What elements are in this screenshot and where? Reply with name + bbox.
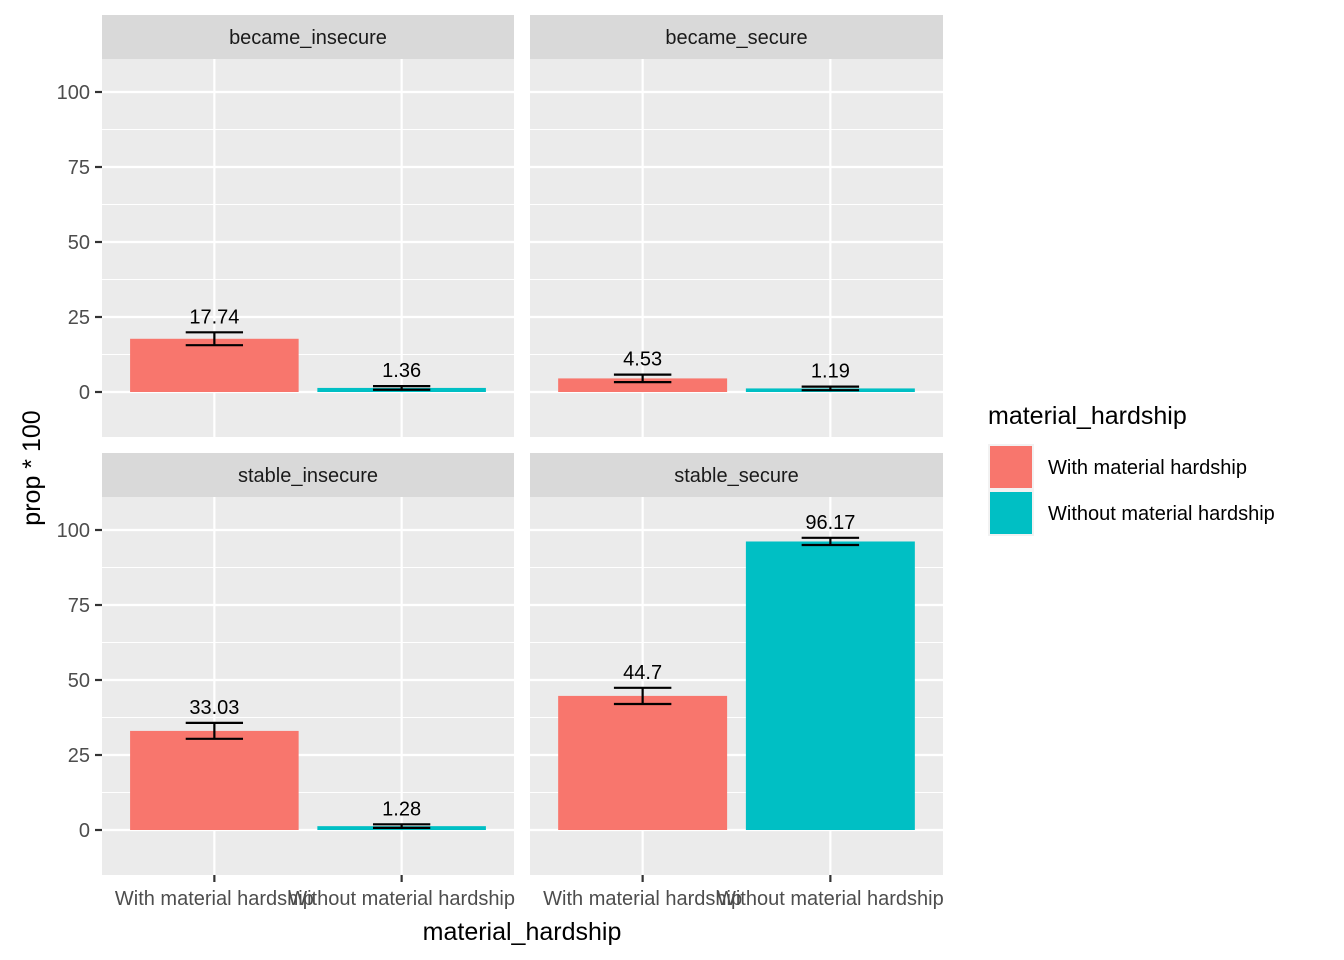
data-label: 1.36 [382,360,421,382]
bar [558,378,728,392]
legend-swatch [990,446,1032,488]
legend-label: Without material hardship [1048,503,1275,525]
x-tick-label: Without material hardship [288,888,515,910]
y-tick-label: 50 [68,670,90,692]
facet-strip [530,15,943,59]
y-tick-label: 100 [57,520,90,542]
facet-strip-label: stable_secure [674,465,799,487]
panel-background [530,59,943,437]
data-label: 1.28 [382,798,421,820]
y-tick-label: 25 [68,745,90,767]
data-label: 33.03 [189,697,239,719]
facet-strip [102,15,514,59]
bar [130,338,299,392]
error-bar [185,331,244,347]
error-bar [801,385,860,392]
data-label: 4.53 [623,349,662,371]
y-tick-label: 25 [68,307,90,329]
data-label: 1.19 [811,361,850,383]
y-tick-label: 0 [79,820,90,842]
y-tick-label: 50 [68,232,90,254]
facet-strip [102,453,514,497]
error-bar [185,721,244,740]
y-tick-label: 100 [57,82,90,104]
error-bar [372,823,431,829]
y-tick-label: 75 [68,157,90,179]
legend-title: material_hardship [988,402,1187,430]
x-tick-label: Without material hardship [717,888,944,910]
legend-swatch [990,492,1032,534]
data-label: 44.7 [623,662,662,684]
error-bar [372,385,431,391]
y-tick-label: 75 [68,595,90,617]
error-bar [613,686,672,706]
data-label: 96.17 [805,512,855,534]
facet-strip-label: became_secure [665,27,807,49]
facet-strip-label: became_insecure [229,27,387,49]
data-label: 17.74 [189,306,239,328]
y-tick-label: 0 [79,382,90,404]
x-tick-label: With material hardship [115,888,314,910]
bar [745,541,915,830]
error-bar [801,536,860,547]
y-axis-title: prop * 100 [18,410,46,525]
legend-label: With material hardship [1048,457,1247,479]
x-axis-title: material_hardship [423,918,622,946]
x-tick-label: With material hardship [543,888,742,910]
facet-strip [530,453,943,497]
bar [130,730,299,830]
bar [558,695,728,830]
error-bar [613,373,672,384]
facet-strip-label: stable_insecure [238,465,378,487]
